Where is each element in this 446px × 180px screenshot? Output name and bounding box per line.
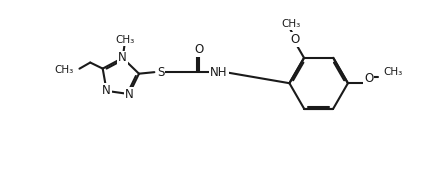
Text: O: O — [290, 33, 299, 46]
Text: CH₃: CH₃ — [281, 19, 301, 29]
Text: O: O — [194, 43, 204, 56]
Text: NH: NH — [211, 66, 228, 79]
Text: CH₃: CH₃ — [54, 65, 73, 75]
Text: O: O — [364, 72, 373, 85]
Text: N: N — [118, 51, 127, 64]
Text: CH₃: CH₃ — [116, 35, 135, 45]
Text: N: N — [125, 87, 134, 101]
Text: S: S — [157, 66, 164, 79]
Text: CH₃: CH₃ — [384, 68, 403, 77]
Text: N: N — [102, 84, 111, 97]
